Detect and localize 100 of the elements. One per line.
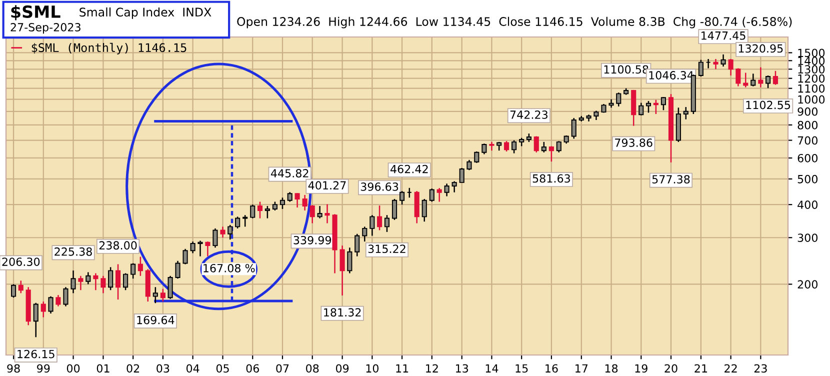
x-tick-label: 08: [306, 364, 319, 373]
annotation: 462.42: [390, 164, 428, 174]
candlestick: [33, 302, 38, 338]
x-tick-label: 12: [426, 364, 438, 372]
candlestick: [138, 256, 143, 277]
x-tick-label: 17: [576, 364, 588, 372]
candlestick: [459, 167, 464, 184]
candlestick: [160, 288, 166, 302]
chart-title: $SML: [11, 5, 60, 20]
candlestick: [93, 272, 98, 291]
y-tick-label: 1000: [798, 95, 825, 104]
annotation: 401.27: [308, 181, 346, 190]
candlestick: [683, 106, 688, 120]
candlestick: [504, 140, 510, 152]
annotation: 167.08 %: [204, 264, 255, 272]
x-tick-label: 99: [37, 364, 50, 373]
annotation: 396.63: [360, 182, 398, 191]
x-tick-label: 13: [456, 364, 468, 373]
annotation: 793.86: [615, 138, 652, 147]
candlestick: [168, 275, 173, 300]
candlestick: [728, 58, 734, 76]
candlestick: [294, 192, 300, 208]
candlestick: [123, 272, 128, 291]
candlestick: [653, 99, 658, 115]
candlestick: [713, 58, 718, 70]
y-tick-label: 300: [798, 234, 818, 242]
x-tick-label: 14: [486, 364, 498, 372]
candlestick: [175, 260, 180, 280]
x-tick-label: 22: [724, 364, 737, 372]
candlestick: [212, 228, 218, 248]
candlestick: [280, 196, 286, 210]
annotation: 1477.45: [702, 32, 746, 40]
x-tick-label: 04: [186, 364, 200, 373]
annotation: 1102.55: [746, 100, 790, 110]
candlestick: [736, 68, 741, 87]
candlestick: [750, 73, 756, 87]
x-tick-label: 21: [694, 364, 707, 372]
x-tick-label: 10: [366, 364, 378, 373]
y-tick-label: 1500: [798, 48, 825, 58]
x-tick-label: 15: [516, 364, 528, 373]
candlestick: [616, 92, 622, 108]
candlestick: [474, 150, 480, 164]
candlestick: [302, 194, 308, 212]
candlestick: [347, 246, 352, 274]
candlestick: [48, 296, 54, 314]
candlestick: [324, 204, 330, 224]
x-tick-label: 18: [605, 364, 618, 373]
candlestick: [466, 159, 472, 171]
x-tick-label: 98: [7, 364, 20, 373]
candlestick: [152, 286, 158, 304]
candlestick: [720, 54, 726, 68]
annotation: 339.99: [294, 236, 332, 244]
y-tick-label: 500: [798, 174, 818, 184]
annotation: 445.82: [270, 169, 308, 178]
candlestick: [18, 280, 24, 294]
candlestick: [772, 70, 778, 86]
candlestick: [108, 266, 114, 291]
candlestick: [400, 190, 405, 206]
candlestick: [257, 201, 263, 219]
candlestick: [86, 272, 91, 285]
candlestick: [370, 214, 375, 236]
candlestick: [571, 117, 576, 140]
candlestick: [182, 248, 188, 265]
candlestick: [758, 66, 764, 88]
candlestick: [594, 110, 599, 121]
candlestick: [743, 72, 748, 88]
candlestick: [70, 270, 76, 294]
x-tick-label: 05: [216, 364, 229, 373]
candlestick: [534, 136, 539, 154]
candlestick: [317, 205, 322, 219]
annotation: 238.00: [99, 241, 137, 250]
y-tick-label: 400: [798, 200, 818, 209]
candlestick: [362, 226, 368, 242]
x-tick-label: 20: [664, 364, 678, 373]
candlestick: [482, 142, 487, 155]
x-tick-label: 06: [246, 364, 259, 373]
y-tick-label: 1400: [798, 56, 825, 66]
candlestick: [242, 214, 248, 228]
candlestick: [766, 74, 771, 89]
annotation: 1320.95: [738, 44, 783, 53]
annotation: 742.23: [510, 110, 548, 119]
x-tick-label: 07: [276, 364, 289, 373]
y-tick-label: 600: [798, 154, 818, 162]
candlestick: [698, 59, 704, 78]
candlestick: [40, 300, 46, 318]
text: Open 1234.26 High 1244.66 Low 1134.45 Close 1146.15 Volume 8.3B Chg -80.74 (-6.58%): [237, 16, 792, 28]
candlestick: [660, 96, 666, 111]
candlestick: [444, 183, 450, 197]
chart-subtitle: Small Cap Index INDX: [80, 7, 212, 19]
y-tick-label: 200: [798, 280, 818, 289]
y-tick-label: 700: [798, 136, 818, 145]
candlestick: [436, 187, 442, 202]
candlestick: [646, 100, 652, 114]
candlestick: [556, 140, 562, 154]
candlestick: [429, 188, 434, 202]
legend-label: $SML (Monthly) 1146.15: [32, 42, 186, 54]
text: 27-Sep-2023: [10, 23, 80, 34]
x-tick-label: 23: [754, 364, 767, 373]
candlestick: [56, 294, 61, 307]
annotation: 581.63: [532, 174, 570, 183]
